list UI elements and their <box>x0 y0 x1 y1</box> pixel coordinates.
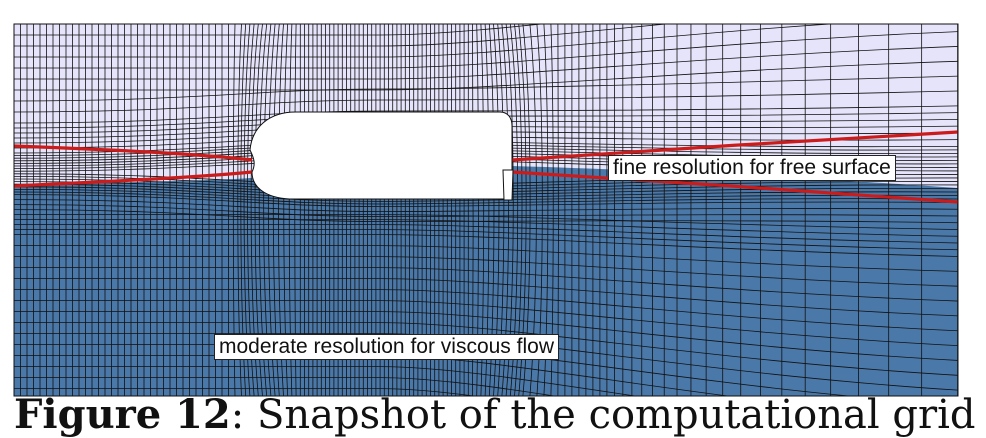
grid-line-horizontal <box>14 377 558 396</box>
free-surface-upper-line-aft <box>511 130 958 162</box>
grid-line-horizontal <box>14 31 958 69</box>
grid-line-horizontal <box>14 24 836 58</box>
free-surface-lower-line-aft <box>511 170 958 204</box>
annotation-viscous-flow: moderate resolution for viscous flow <box>214 334 559 361</box>
grid-line-horizontal <box>14 46 958 80</box>
caption-label: Figure 12 <box>14 391 231 438</box>
grid-line-horizontal <box>14 219 958 237</box>
grid-line-horizontal <box>14 256 958 287</box>
grid-line-horizontal <box>14 189 958 202</box>
grid-line-horizontal <box>14 224 958 244</box>
grid-line-horizontal <box>14 245 958 272</box>
grid-line-horizontal <box>14 90 958 113</box>
grid-line-horizontal <box>14 388 478 396</box>
ship-hull <box>249 111 513 200</box>
grid-line-horizontal <box>14 75 958 102</box>
figure-caption: Figure 12: Snapshot of the computational… <box>14 392 986 438</box>
grid-figure: fine resolution for free surface moderat… <box>13 23 986 435</box>
grid-line-horizontal <box>14 214 958 230</box>
grid-line-horizontal <box>14 194 958 208</box>
grid-line-horizontal <box>14 311 958 361</box>
grid-line-horizontal <box>14 278 958 317</box>
free-surface-upper-line <box>14 144 253 162</box>
grid-line-horizontal <box>14 289 958 332</box>
grid-line-horizontal <box>14 209 958 224</box>
grid-line-horizontal <box>14 24 546 36</box>
caption-colon: : <box>230 392 257 438</box>
grid-line-horizontal <box>14 191 958 205</box>
grid-line-horizontal <box>14 60 958 91</box>
grid-line-horizontal <box>14 199 958 213</box>
rudder <box>502 169 514 201</box>
grid-line-horizontal <box>14 322 958 376</box>
grid-line-horizontal <box>14 105 958 124</box>
grid-line-horizontal <box>14 24 402 25</box>
grid-line-horizontal <box>14 229 958 251</box>
caption-text: Snapshot of the computational grid to <box>256 392 986 438</box>
grid-line-horizontal <box>14 366 638 396</box>
domain-border <box>13 23 959 397</box>
free-surface-lower-line <box>14 170 253 188</box>
grid-line-horizontal <box>14 24 670 47</box>
grid-line-horizontal <box>14 204 958 218</box>
annotation-free-surface: fine resolution for free surface <box>608 155 896 182</box>
grid-line-horizontal <box>14 267 958 302</box>
grid-line-horizontal <box>14 234 958 257</box>
grid-line-horizontal <box>14 300 958 347</box>
free-surface-band <box>14 130 958 204</box>
